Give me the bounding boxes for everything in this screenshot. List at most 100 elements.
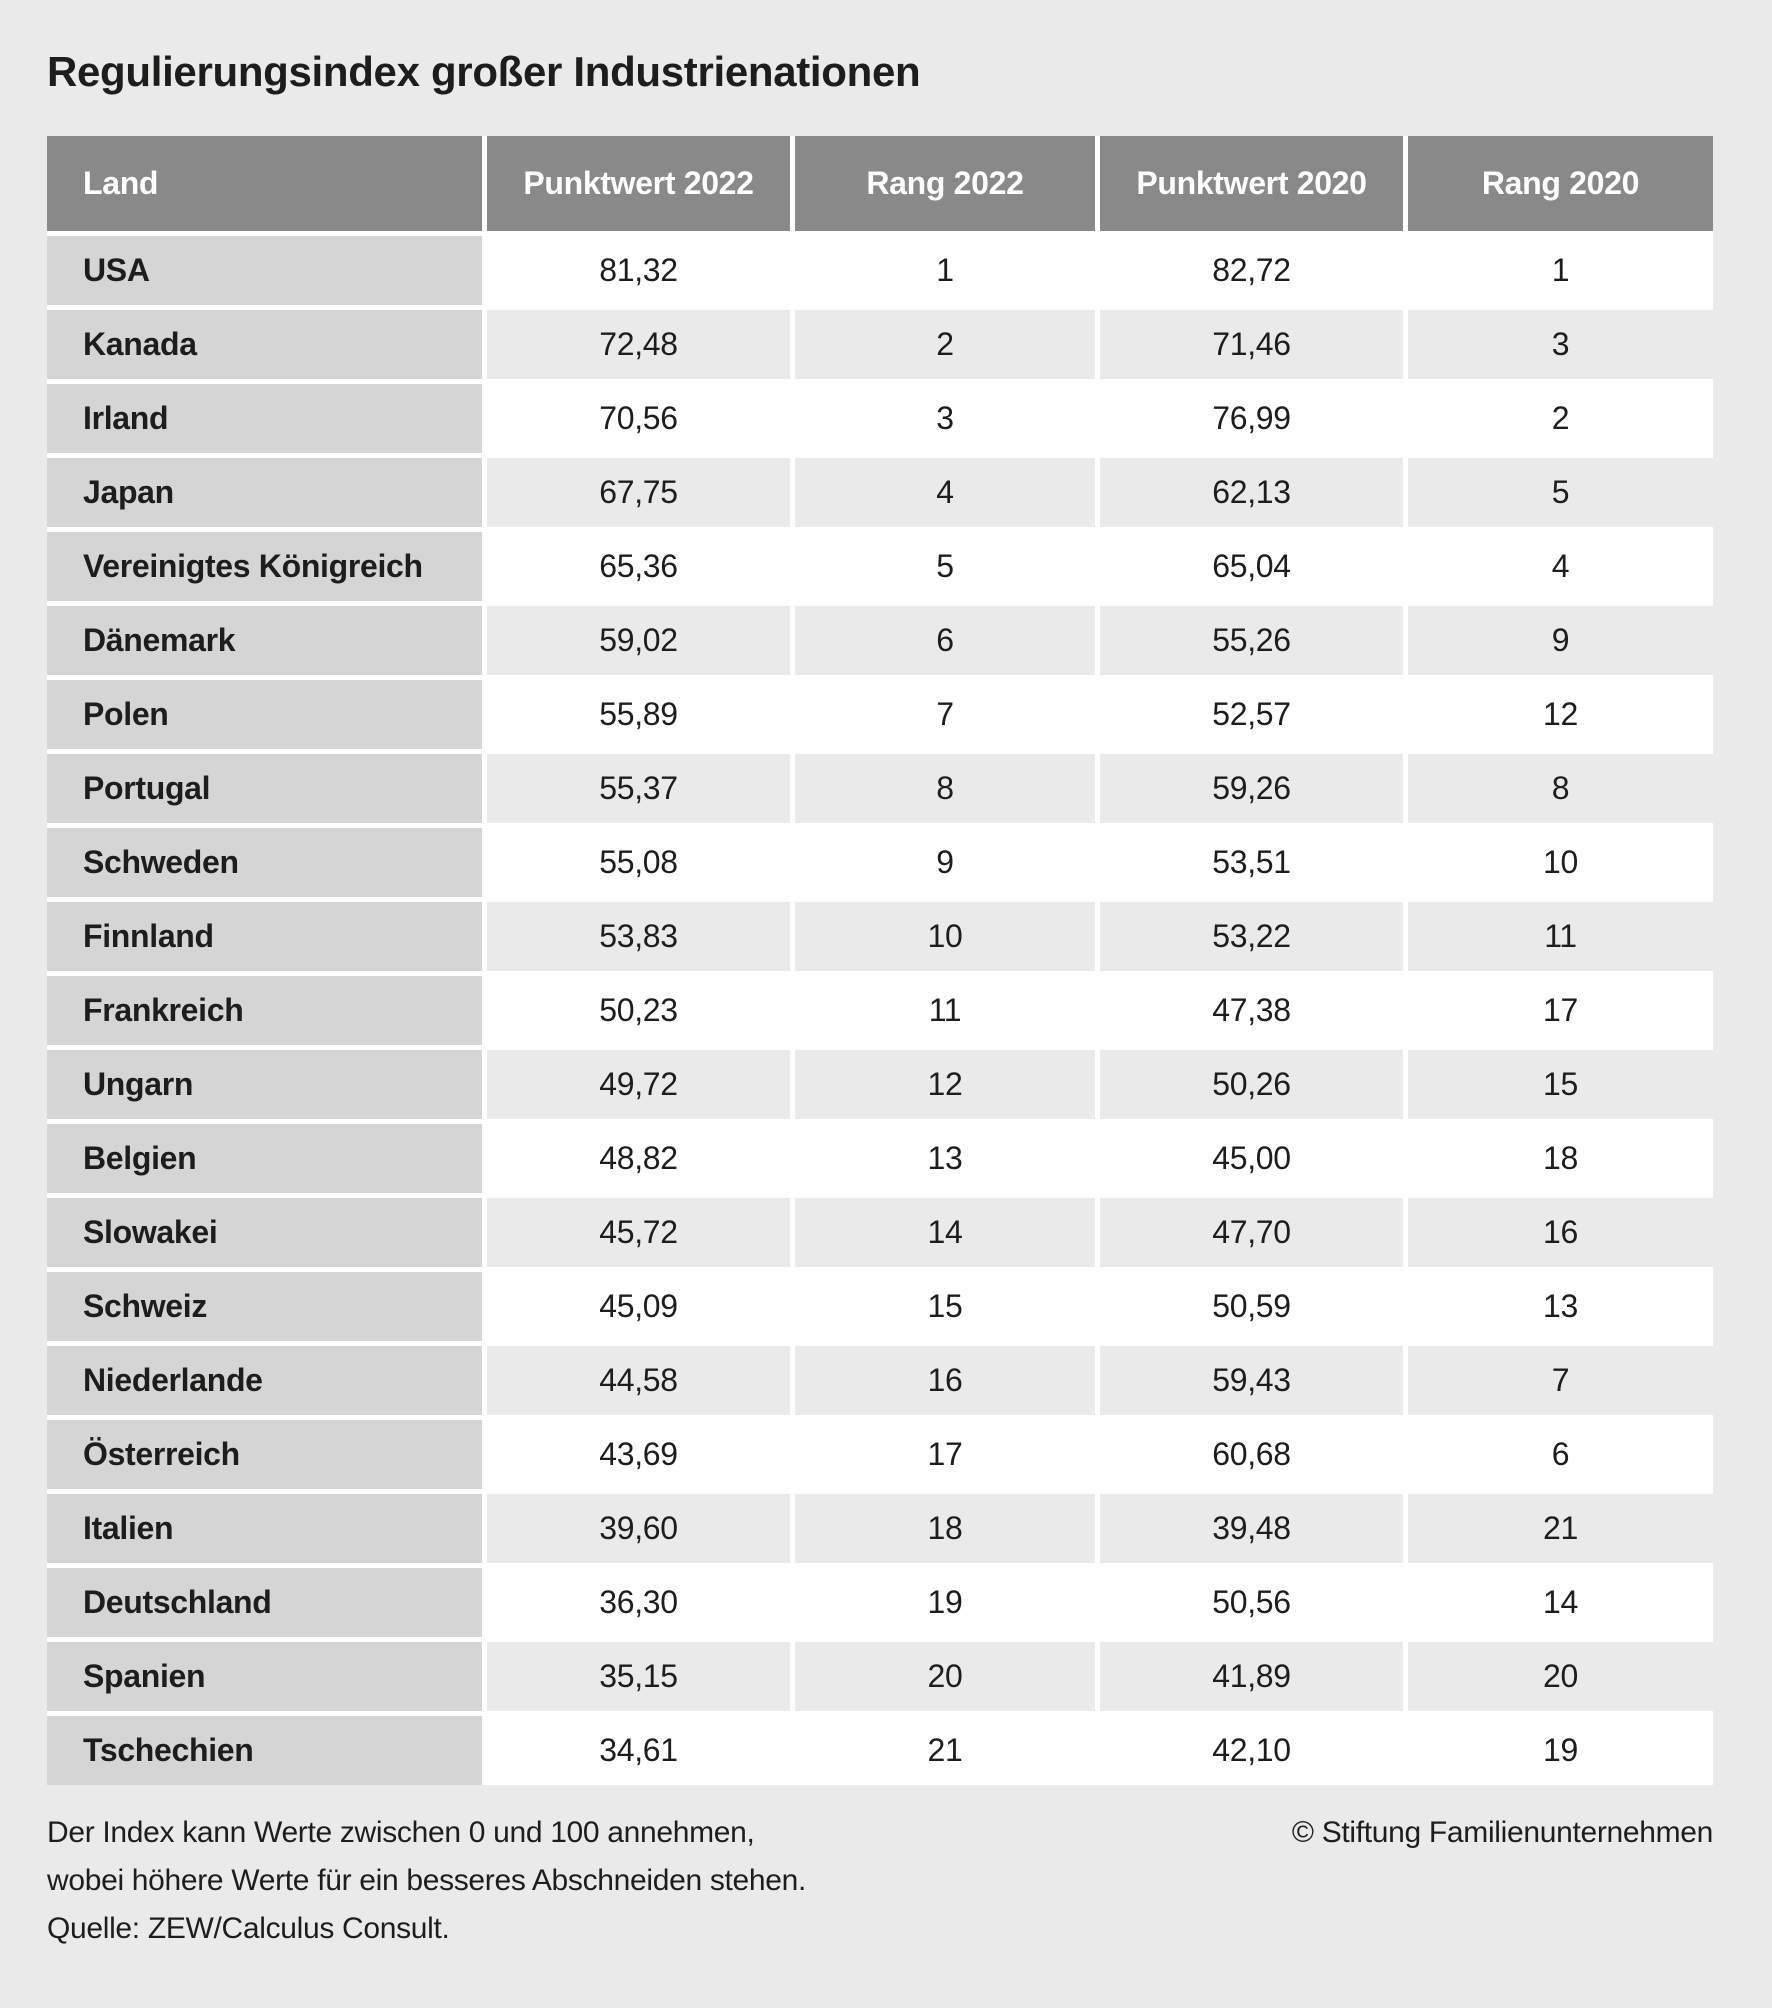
country-cell: Schweden — [47, 828, 487, 902]
value-cell: 14 — [1408, 1568, 1713, 1642]
value-cell: 50,59 — [1100, 1272, 1408, 1346]
table-row: Finnland 53,83 10 53,22 11 — [47, 902, 1713, 976]
value-cell: 50,56 — [1100, 1568, 1408, 1642]
value-cell: 12 — [795, 1050, 1100, 1124]
value-cell: 6 — [795, 606, 1100, 680]
country-cell: Österreich — [47, 1420, 487, 1494]
value-cell: 2 — [1408, 384, 1713, 458]
value-cell: 9 — [1408, 606, 1713, 680]
table-row: Ungarn 49,72 12 50,26 15 — [47, 1050, 1713, 1124]
table-row: Kanada 72,48 2 71,46 3 — [47, 310, 1713, 384]
value-cell: 9 — [795, 828, 1100, 902]
value-cell: 47,70 — [1100, 1198, 1408, 1272]
column-header-rang-2022: Rang 2022 — [795, 136, 1100, 236]
value-cell: 18 — [795, 1494, 1100, 1568]
table-row: Österreich 43,69 17 60,68 6 — [47, 1420, 1713, 1494]
value-cell: 19 — [1408, 1716, 1713, 1785]
value-cell: 19 — [795, 1568, 1100, 1642]
table-row: Spanien 35,15 20 41,89 20 — [47, 1642, 1713, 1716]
value-cell: 62,13 — [1100, 458, 1408, 532]
value-cell: 17 — [795, 1420, 1100, 1494]
value-cell: 59,43 — [1100, 1346, 1408, 1420]
value-cell: 10 — [795, 902, 1100, 976]
value-cell: 41,89 — [1100, 1642, 1408, 1716]
table-row: Frankreich 50,23 11 47,38 17 — [47, 976, 1713, 1050]
value-cell: 59,26 — [1100, 754, 1408, 828]
country-cell: Frankreich — [47, 976, 487, 1050]
value-cell: 18 — [1408, 1124, 1713, 1198]
value-cell: 17 — [1408, 976, 1713, 1050]
value-cell: 13 — [1408, 1272, 1713, 1346]
table-body: USA 81,32 1 82,72 1 Kanada 72,48 2 71,46 3 Irland 7… — [47, 236, 1713, 1785]
column-header-punktwert-2022: Punktwert 2022 — [487, 136, 795, 236]
value-cell: 7 — [795, 680, 1100, 754]
value-cell: 55,26 — [1100, 606, 1408, 680]
header-row: Land Punktwert 2022 Rang 2022 Punktwert … — [47, 136, 1713, 236]
value-cell: 6 — [1408, 1420, 1713, 1494]
value-cell: 11 — [1408, 902, 1713, 976]
table-row: Vereinigtes Königreich 65,36 5 65,04 4 — [47, 532, 1713, 606]
country-cell: Finnland — [47, 902, 487, 976]
value-cell: 42,10 — [1100, 1716, 1408, 1785]
country-cell: Schweiz — [47, 1272, 487, 1346]
value-cell: 60,68 — [1100, 1420, 1408, 1494]
column-header-rang-2020: Rang 2020 — [1408, 136, 1713, 236]
country-cell: Vereinigtes Königreich — [47, 532, 487, 606]
value-cell: 34,61 — [487, 1716, 795, 1785]
value-cell: 45,09 — [487, 1272, 795, 1346]
value-cell: 49,72 — [487, 1050, 795, 1124]
value-cell: 20 — [795, 1642, 1100, 1716]
value-cell: 3 — [1408, 310, 1713, 384]
value-cell: 48,82 — [487, 1124, 795, 1198]
country-cell: Niederlande — [47, 1346, 487, 1420]
footnote-line-1: Der Index kann Werte zwischen 0 und 100 … — [47, 1816, 755, 1849]
regulation-index-table: Land Punktwert 2022 Rang 2022 Punktwert … — [47, 136, 1713, 1785]
table-row: Schweden 55,08 9 53,51 10 — [47, 828, 1713, 902]
value-cell: 71,46 — [1100, 310, 1408, 384]
value-cell: 67,75 — [487, 458, 795, 532]
table-row: Deutschland 36,30 19 50,56 14 — [47, 1568, 1713, 1642]
value-cell: 65,04 — [1100, 532, 1408, 606]
value-cell: 59,02 — [487, 606, 795, 680]
value-cell: 16 — [795, 1346, 1100, 1420]
value-cell: 53,51 — [1100, 828, 1408, 902]
value-cell: 45,00 — [1100, 1124, 1408, 1198]
country-cell: Deutschland — [47, 1568, 487, 1642]
value-cell: 8 — [795, 754, 1100, 828]
value-cell: 3 — [795, 384, 1100, 458]
table-row: Polen 55,89 7 52,57 12 — [47, 680, 1713, 754]
value-cell: 35,15 — [487, 1642, 795, 1716]
value-cell: 21 — [1408, 1494, 1713, 1568]
value-cell: 82,72 — [1100, 236, 1408, 310]
value-cell: 1 — [795, 236, 1100, 310]
footnote-source: Quelle: ZEW/Calculus Consult. — [47, 1912, 450, 1945]
value-cell: 13 — [795, 1124, 1100, 1198]
footer: Der Index kann Werte zwischen 0 und 100 … — [47, 1809, 1713, 1953]
value-cell: 4 — [1408, 532, 1713, 606]
value-cell: 1 — [1408, 236, 1713, 310]
value-cell: 8 — [1408, 754, 1713, 828]
value-cell: 39,60 — [487, 1494, 795, 1568]
table-row: Japan 67,75 4 62,13 5 — [47, 458, 1713, 532]
value-cell: 55,08 — [487, 828, 795, 902]
country-cell: USA — [47, 236, 487, 310]
value-cell: 5 — [795, 532, 1100, 606]
value-cell: 50,23 — [487, 976, 795, 1050]
value-cell: 70,56 — [487, 384, 795, 458]
copyright: © Stiftung Familienunternehmen — [1291, 1816, 1713, 1849]
value-cell: 52,57 — [1100, 680, 1408, 754]
country-cell: Ungarn — [47, 1050, 487, 1124]
value-cell: 11 — [795, 976, 1100, 1050]
table-row: Portugal 55,37 8 59,26 8 — [47, 754, 1713, 828]
table-row: Schweiz 45,09 15 50,59 13 — [47, 1272, 1713, 1346]
value-cell: 20 — [1408, 1642, 1713, 1716]
table-row: Italien 39,60 18 39,48 21 — [47, 1494, 1713, 1568]
column-header-land: Land — [47, 136, 487, 236]
page-title: Regulierungsindex großer Industrienation… — [47, 48, 921, 95]
table-row: Niederlande 44,58 16 59,43 7 — [47, 1346, 1713, 1420]
country-cell: Belgien — [47, 1124, 487, 1198]
value-cell: 55,89 — [487, 680, 795, 754]
country-cell: Irland — [47, 384, 487, 458]
value-cell: 2 — [795, 310, 1100, 384]
value-cell: 36,30 — [487, 1568, 795, 1642]
